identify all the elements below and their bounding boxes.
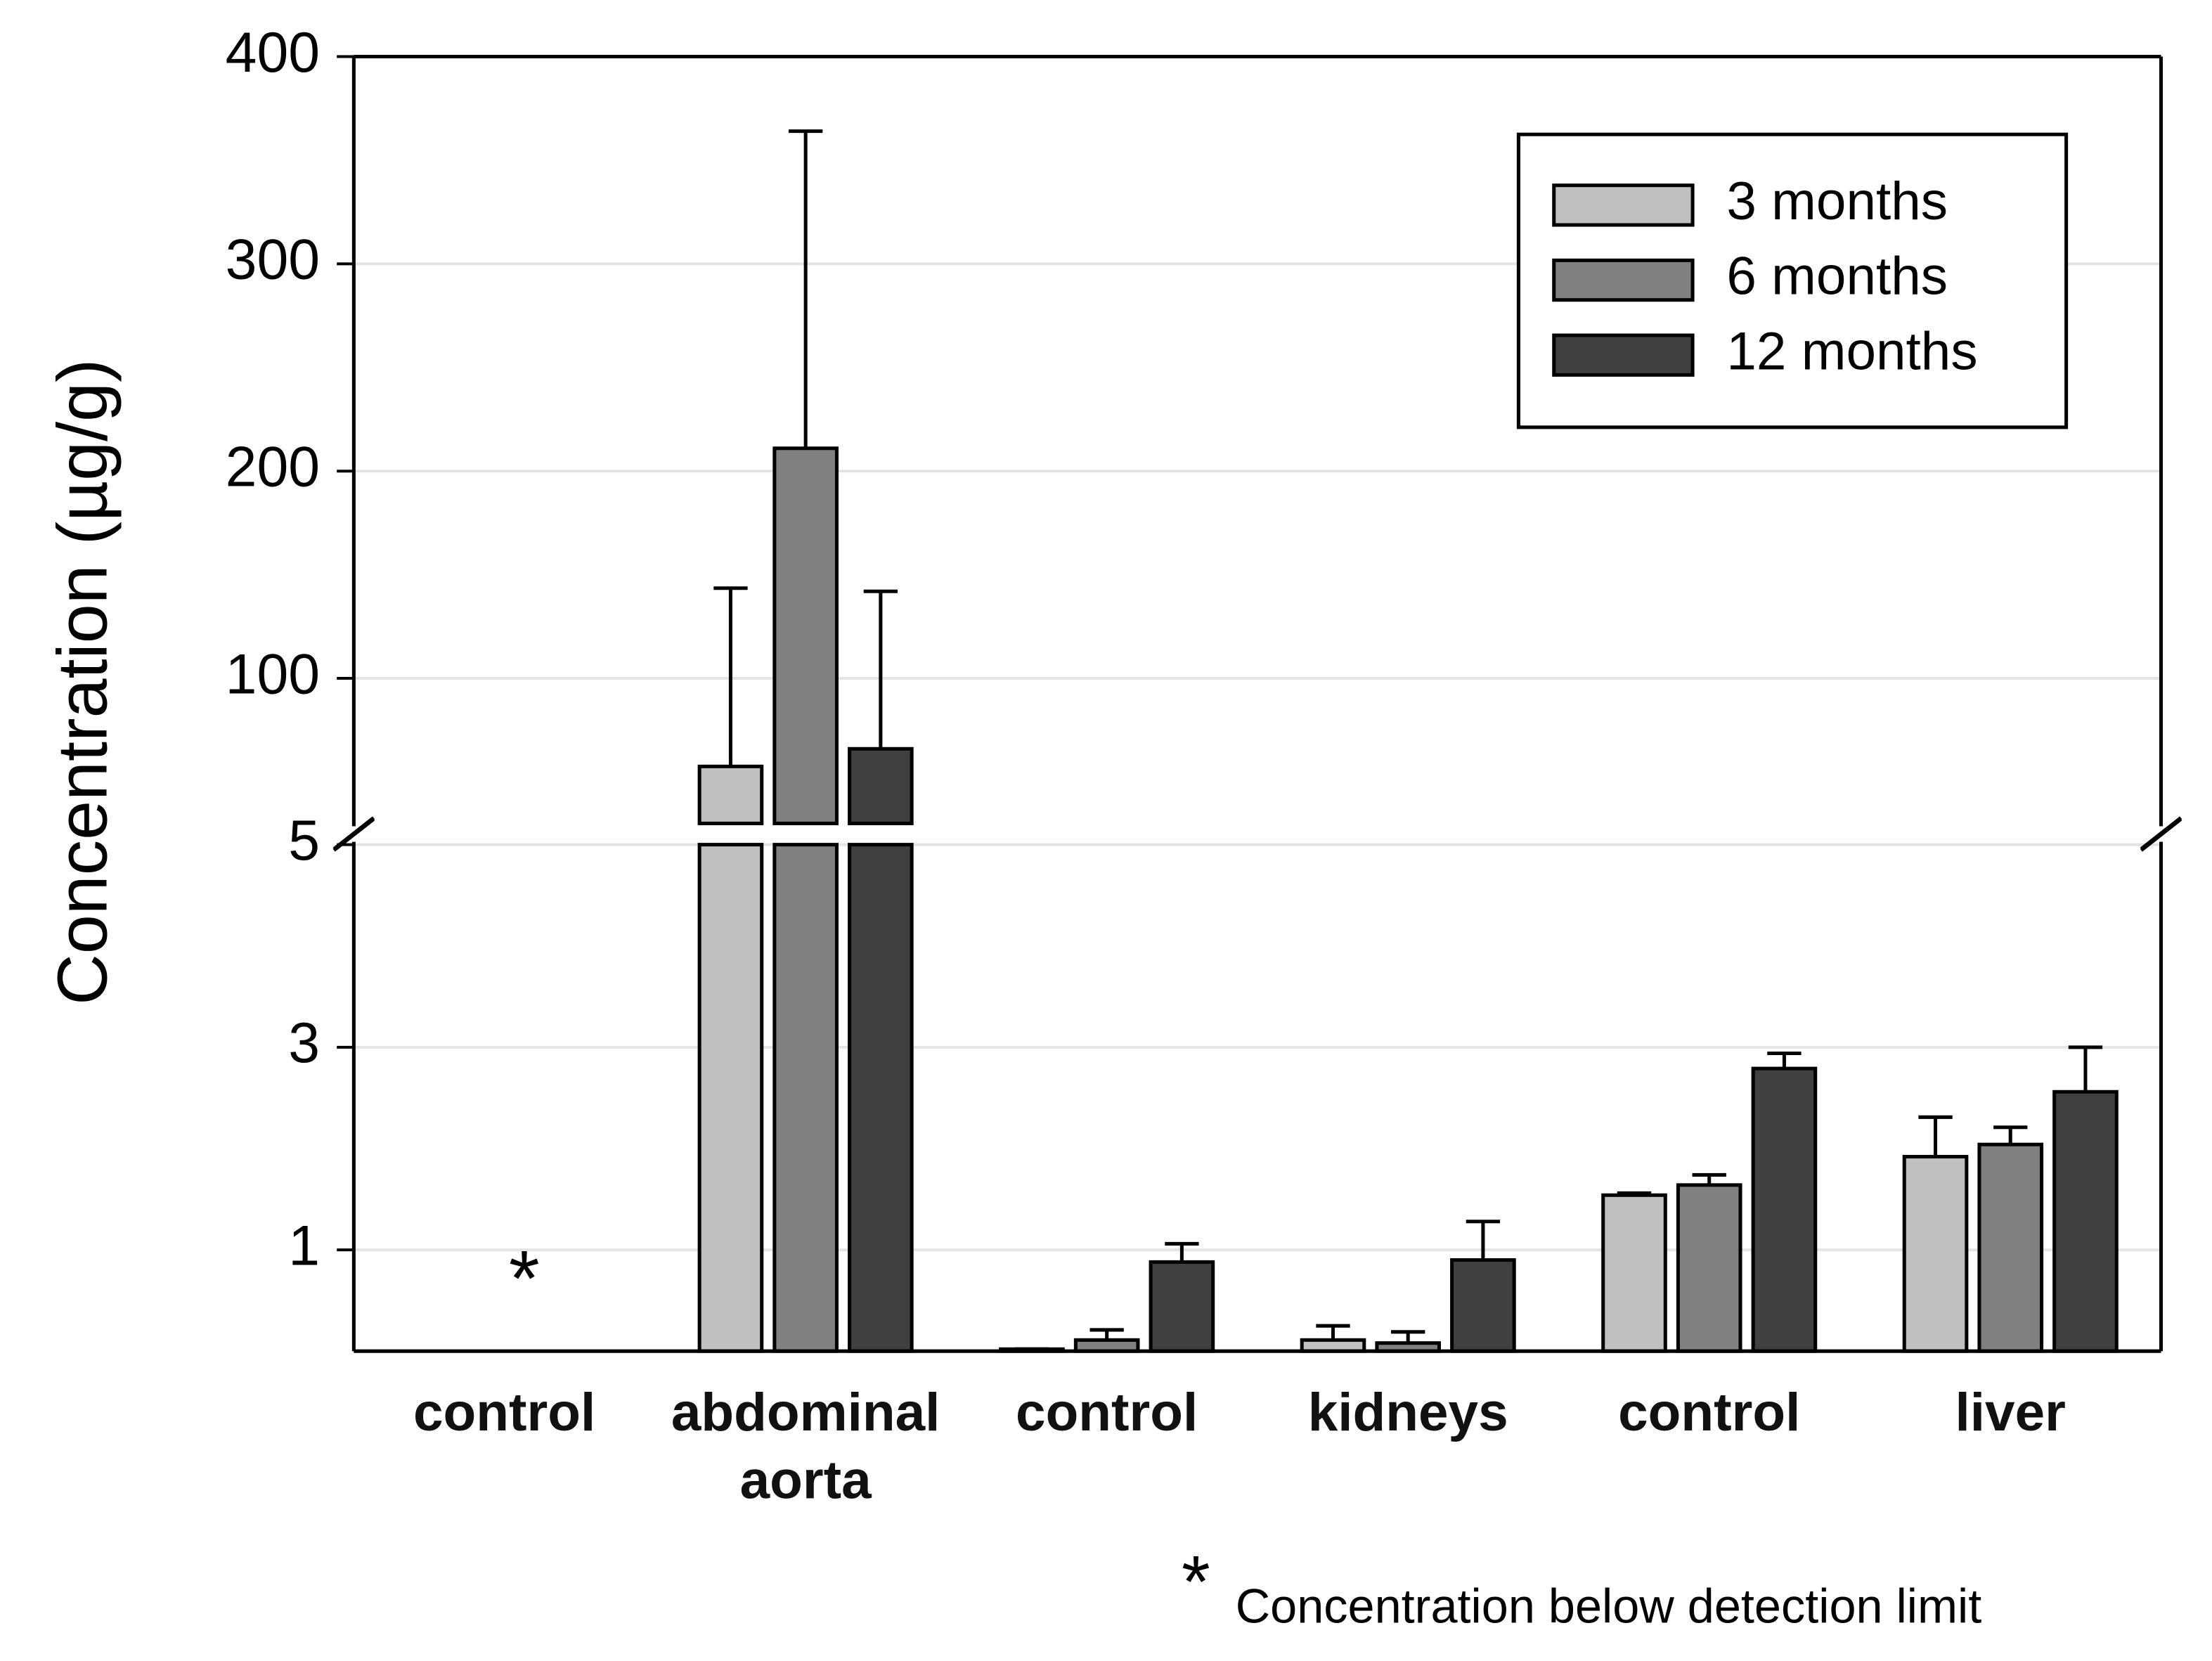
bar-upper-part bbox=[697, 764, 764, 825]
bar-lower-part bbox=[772, 843, 839, 1353]
bar-upper-part bbox=[848, 747, 914, 825]
x-tick-label: control bbox=[1016, 1383, 1198, 1444]
y-tick-label: 3 bbox=[288, 1012, 320, 1075]
legend-label: 6 months bbox=[1726, 247, 1948, 306]
y-tick-label: 100 bbox=[226, 642, 320, 706]
annotation: * bbox=[509, 1234, 540, 1322]
bar bbox=[1751, 1066, 1818, 1353]
y-tick-label: 5 bbox=[288, 809, 320, 872]
y-axis-label: Concentration (µg/g) bbox=[43, 358, 122, 1004]
y-tick-label: 1 bbox=[288, 1214, 320, 1277]
y-tick-label: 300 bbox=[226, 228, 320, 292]
x-tick-label: control bbox=[413, 1383, 596, 1444]
x-tick-label-box: abdominal aorta bbox=[671, 1383, 940, 1511]
bar bbox=[1902, 1154, 1969, 1353]
axis-break bbox=[332, 817, 375, 852]
x-tick-label-box: kidneys bbox=[1307, 1383, 1508, 1444]
x-tick-label-box: liver bbox=[1955, 1383, 2066, 1444]
x-tick-label: control bbox=[1618, 1383, 1801, 1444]
y-tick-label: 400 bbox=[226, 21, 320, 84]
bar-lower-part bbox=[848, 843, 914, 1353]
legend-swatch bbox=[1552, 183, 1695, 227]
legend-swatch bbox=[1552, 333, 1695, 377]
bar bbox=[1676, 1183, 1742, 1353]
x-tick-label: abdominal aorta bbox=[671, 1383, 940, 1511]
x-tick-label-box: control bbox=[1618, 1383, 1801, 1444]
x-tick-label: liver bbox=[1955, 1383, 2066, 1444]
axis-break bbox=[2140, 817, 2182, 852]
legend-label: 12 months bbox=[1726, 321, 1977, 381]
bar bbox=[1977, 1142, 2044, 1353]
bar bbox=[1450, 1258, 1516, 1353]
x-tick-label-box: control bbox=[413, 1383, 596, 1444]
footnote: Concentration below detection limit bbox=[1236, 1579, 1982, 1634]
x-tick-label: kidneys bbox=[1307, 1383, 1508, 1444]
bar bbox=[1149, 1260, 1215, 1353]
bar-lower-part bbox=[697, 843, 764, 1353]
bar bbox=[1601, 1193, 1667, 1353]
legend-swatch bbox=[1552, 258, 1695, 302]
legend-label: 3 months bbox=[1726, 172, 1948, 231]
bar-upper-part bbox=[772, 446, 839, 825]
bar bbox=[2052, 1090, 2119, 1353]
footnote-marker: * bbox=[1182, 1541, 1210, 1623]
y-tick-label: 200 bbox=[226, 435, 320, 498]
x-tick-label-box: control bbox=[1016, 1383, 1198, 1444]
